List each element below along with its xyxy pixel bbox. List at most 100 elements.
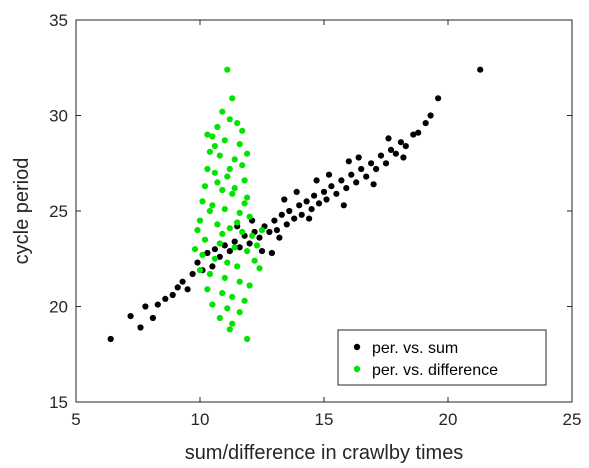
- difference-point-2: [219, 108, 226, 115]
- difference-point-63: [253, 242, 261, 249]
- difference-point-34: [244, 248, 251, 255]
- difference-point-51: [236, 309, 243, 316]
- difference-point-1: [229, 95, 236, 102]
- sum-point-43: [333, 190, 340, 197]
- difference-point-37: [224, 259, 231, 266]
- difference-point-33: [231, 244, 238, 251]
- difference-point-30: [249, 232, 256, 239]
- difference-point-70: [204, 131, 211, 138]
- difference-point-10: [216, 152, 223, 159]
- ticks-layer: 5 10 15 20 25 15 20 25 30 35: [49, 11, 581, 429]
- difference-point-6: [209, 133, 216, 140]
- sum-point-39: [315, 200, 323, 207]
- difference-point-5: [234, 120, 241, 127]
- difference-point-39: [251, 257, 258, 264]
- points-layer: [107, 66, 484, 343]
- difference-point-31: [201, 236, 209, 243]
- difference-point-49: [209, 301, 216, 308]
- sum-point-60: [422, 120, 429, 127]
- sum-point-12: [194, 259, 201, 266]
- sum-point-18: [221, 242, 228, 249]
- difference-point-29: [239, 228, 246, 236]
- difference-point-41: [206, 270, 213, 278]
- sum-point-67: [293, 188, 300, 195]
- sum-point-23: [246, 240, 253, 247]
- sum-point-52: [377, 152, 385, 159]
- legend: per. vs. sum per. vs. difference: [337, 329, 547, 386]
- sum-point-74: [400, 154, 407, 161]
- sum-point-0: [107, 335, 114, 343]
- difference-point-26: [196, 217, 204, 224]
- sum-point-73: [385, 135, 392, 142]
- sum-point-56: [397, 139, 404, 146]
- sum-point-4: [149, 314, 156, 322]
- sum-point-77: [281, 196, 288, 203]
- legend-marker-difference: [353, 365, 361, 373]
- sum-point-15: [209, 263, 216, 270]
- difference-point-25: [246, 213, 253, 220]
- sum-point-47: [353, 179, 360, 186]
- difference-point-0: [224, 66, 231, 73]
- sum-point-21: [236, 244, 243, 251]
- difference-point-57: [231, 185, 238, 192]
- sum-point-58: [410, 131, 417, 138]
- difference-point-66: [256, 265, 263, 272]
- sum-point-37: [308, 206, 315, 213]
- difference-point-12: [239, 162, 246, 169]
- sum-point-46: [348, 171, 355, 178]
- difference-point-52: [216, 314, 223, 322]
- sum-point-44: [338, 177, 345, 184]
- sum-point-42: [328, 183, 335, 190]
- difference-point-62: [258, 227, 266, 234]
- sum-point-3: [142, 303, 149, 310]
- difference-point-21: [199, 198, 206, 205]
- x-axis-title: sum/difference in crawlby times: [185, 442, 464, 464]
- difference-point-14: [211, 169, 218, 176]
- sum-point-14: [204, 249, 211, 257]
- sum-point-29: [273, 227, 280, 234]
- difference-point-40: [196, 267, 204, 274]
- sum-point-57: [402, 143, 409, 150]
- x-tick-label: 25: [563, 410, 582, 429]
- difference-point-69: [244, 150, 251, 157]
- sum-point-36: [303, 198, 310, 205]
- sum-point-38: [311, 192, 318, 199]
- sum-point-69: [325, 171, 333, 178]
- difference-point-22: [209, 202, 216, 209]
- legend-label-sum: per. vs. sum: [372, 340, 458, 357]
- difference-point-11: [231, 156, 238, 163]
- difference-point-8: [236, 141, 243, 148]
- sum-point-27: [266, 228, 273, 236]
- sum-point-35: [298, 211, 305, 218]
- sum-point-41: [323, 196, 330, 203]
- sum-point-54: [387, 146, 395, 153]
- difference-point-45: [204, 286, 211, 293]
- difference-point-71: [239, 127, 246, 134]
- sum-point-62: [435, 95, 442, 102]
- sum-point-59: [415, 129, 422, 136]
- x-tick-label: 15: [315, 410, 334, 429]
- difference-point-67: [226, 165, 233, 173]
- sum-point-20: [231, 238, 238, 245]
- sum-point-48: [358, 165, 365, 173]
- x-tick-label: 10: [191, 410, 210, 429]
- sum-point-70: [340, 202, 347, 209]
- difference-point-48: [241, 297, 248, 304]
- sum-point-55: [392, 150, 399, 157]
- difference-point-54: [226, 326, 233, 333]
- difference-point-20: [244, 194, 251, 201]
- sum-point-10: [184, 286, 191, 293]
- y-tick-label: 30: [49, 107, 68, 126]
- sum-point-40: [320, 188, 328, 195]
- x-tick-label: 5: [71, 410, 80, 429]
- difference-point-60: [219, 230, 226, 237]
- sum-point-33: [291, 215, 298, 222]
- difference-point-59: [234, 219, 241, 226]
- difference-point-3: [226, 116, 233, 123]
- y-axis-title: cycle period: [11, 158, 33, 265]
- difference-point-28: [226, 225, 233, 232]
- difference-point-18: [219, 186, 226, 194]
- sum-point-45: [343, 185, 350, 192]
- sum-point-5: [154, 301, 161, 308]
